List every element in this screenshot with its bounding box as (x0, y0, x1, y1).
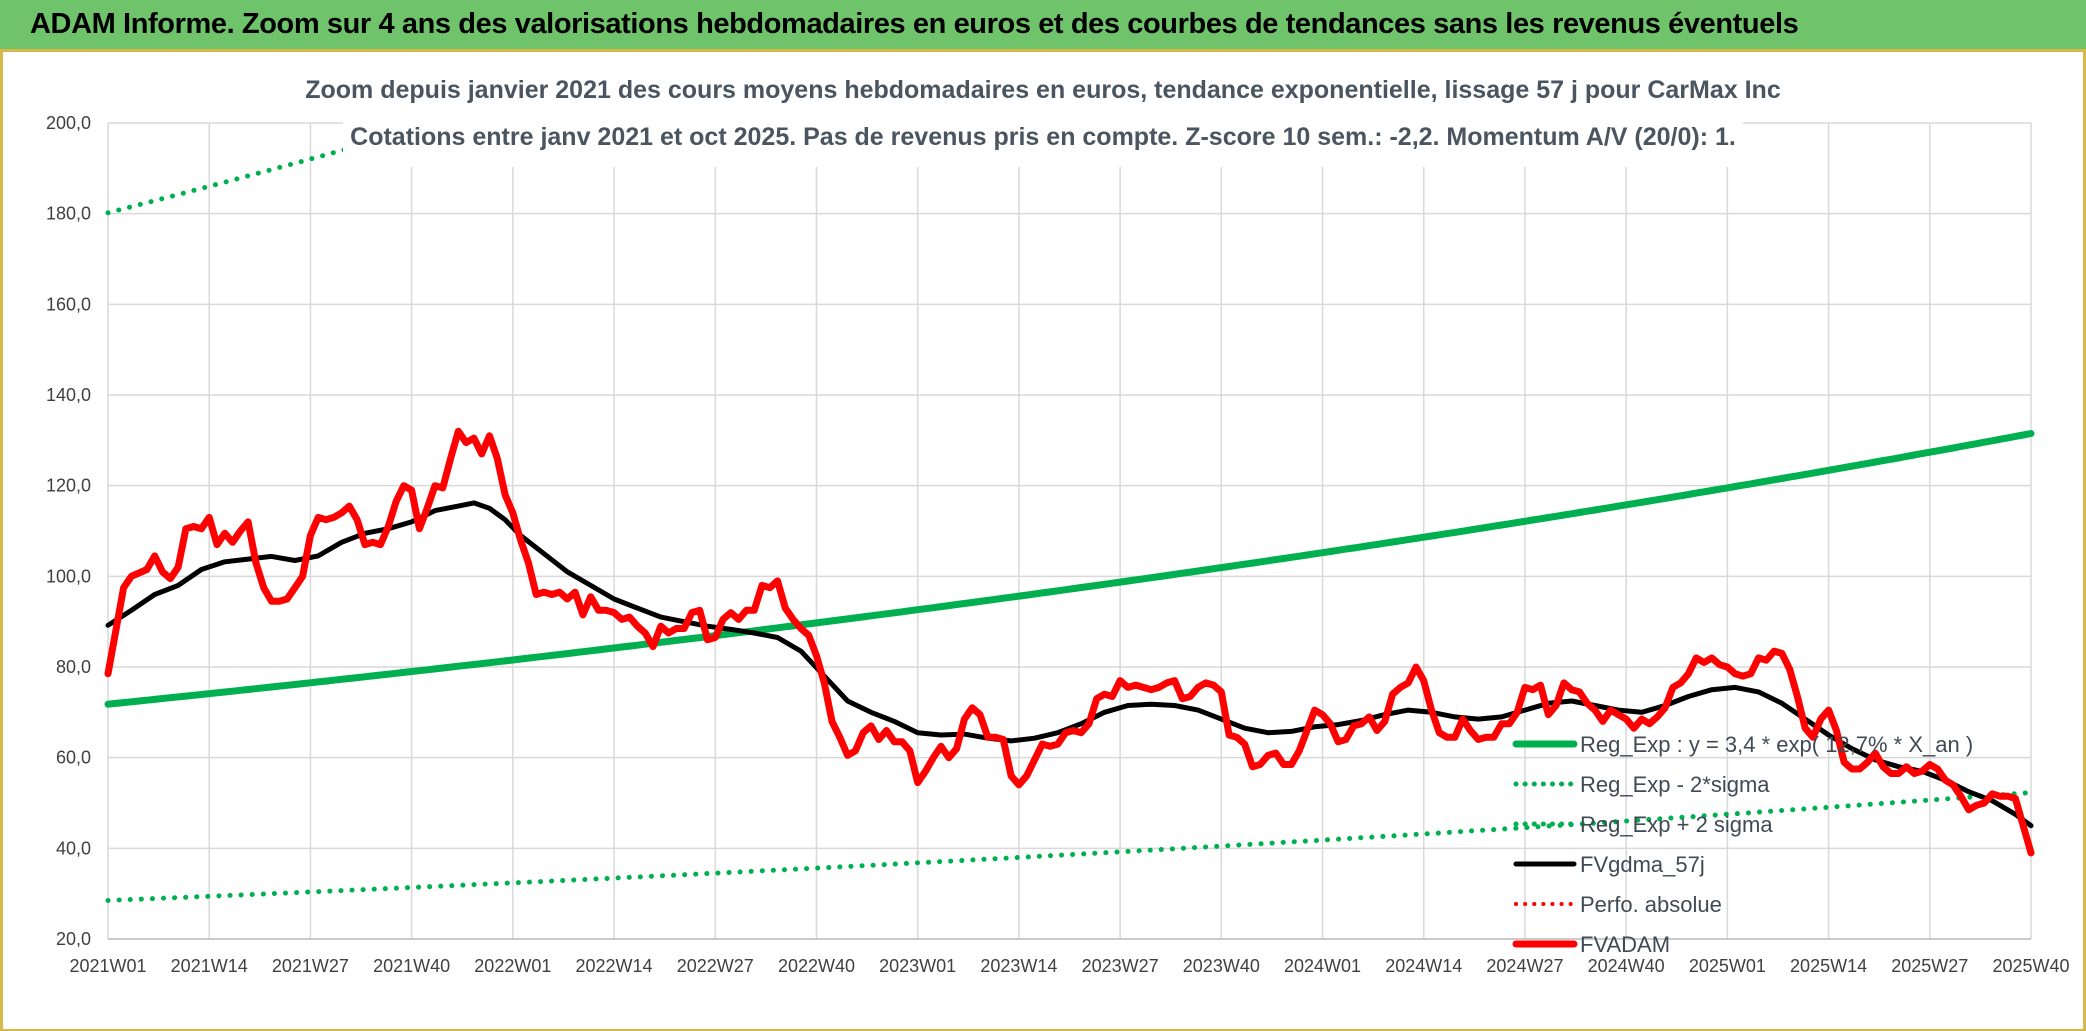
series-line-3 (105, 500, 2034, 829)
series-line-0 (104, 430, 2035, 708)
x-axis-ticks: 2021W01 2021W14 2021W27 2021W40 2022W01 2022W… (69, 956, 2069, 976)
x-tick-label: 2021W27 (272, 956, 349, 976)
chart-title-background (343, 57, 1743, 167)
legend-label: Perfo. absolue (1580, 892, 1722, 917)
legend-label: Reg_Exp : y = 3,4 * exp( 12,7% * X_an ) (1580, 732, 1973, 757)
y-tick-label: 140,0 (46, 385, 91, 405)
x-tick-label: 2021W40 (373, 956, 450, 976)
x-tick-label: 2022W01 (474, 956, 551, 976)
x-tick-label: 2023W14 (980, 956, 1057, 976)
y-tick-label: 100,0 (46, 566, 91, 586)
y-tick-label: 160,0 (46, 294, 91, 314)
y-tick-label: 200,0 (46, 113, 91, 133)
y-tick-label: 20,0 (56, 929, 91, 949)
x-tick-label: 2023W40 (1183, 956, 1260, 976)
series-line-5 (104, 427, 2035, 857)
x-tick-label: 2024W27 (1486, 956, 1563, 976)
x-tick-label: 2021W14 (171, 956, 248, 976)
x-tick-label: 2022W14 (576, 956, 653, 976)
legend-label: FVADAM (1580, 932, 1670, 957)
chart-legend: Reg_Exp : y = 3,4 * exp( 12,7% * X_an ) R… (1512, 732, 1973, 957)
y-axis-ticks: 20,0 40,0 60,0 80,0 100,0 120,0 140,0 160,0 180,… (46, 113, 91, 949)
line-chart: 20,0 40,0 60,0 80,0 100,0 120,0 140,0 160,0 180,… (46, 57, 2070, 976)
x-tick-label: 2024W14 (1385, 956, 1462, 976)
legend-label: FVgdma_57j (1580, 852, 1705, 877)
x-tick-label: 2025W27 (1891, 956, 1968, 976)
report-header: ADAM Informe. Zoom sur 4 ans des valoris… (0, 0, 2086, 52)
series-line-1 (105, 790, 2034, 903)
x-tick-label: 2024W01 (1284, 956, 1361, 976)
chart-title: Zoom depuis janvier 2021 des cours moyen… (305, 76, 1781, 104)
chart-frame: 20,0 40,0 60,0 80,0 100,0 120,0 140,0 160,0 180,… (0, 52, 2086, 1031)
y-tick-label: 180,0 (46, 204, 91, 224)
x-tick-label: 2022W27 (677, 956, 754, 976)
x-tick-label: 2023W27 (1082, 956, 1159, 976)
x-tick-label: 2022W40 (778, 956, 855, 976)
y-tick-label: 120,0 (46, 476, 91, 496)
legend-label: Reg_Exp + 2 sigma (1580, 812, 1773, 837)
y-tick-label: 40,0 (56, 838, 91, 858)
x-tick-label: 2023W01 (879, 956, 956, 976)
legend-label: Reg_Exp - 2*sigma (1580, 772, 1770, 797)
page-title: ADAM Informe. Zoom sur 4 ans des valoris… (30, 8, 1799, 40)
x-tick-label: 2025W40 (1992, 956, 2069, 976)
x-tick-label: 2025W01 (1689, 956, 1766, 976)
y-tick-label: 80,0 (56, 657, 91, 677)
x-tick-label: 2025W14 (1790, 956, 1867, 976)
x-tick-label: 2024W40 (1588, 956, 1665, 976)
x-tick-label: 2021W01 (69, 956, 146, 976)
y-tick-label: 60,0 (56, 748, 91, 768)
chart-subtitle: Cotations entre janv 2021 et oct 2025. P… (350, 123, 1736, 151)
